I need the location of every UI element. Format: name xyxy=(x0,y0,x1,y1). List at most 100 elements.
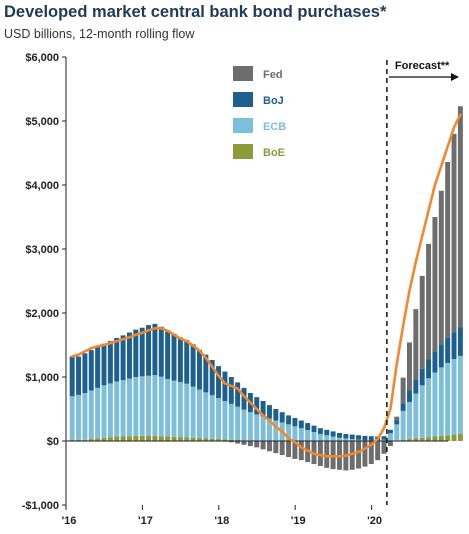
bar-boj xyxy=(438,344,444,368)
y-tick-label: $1,000 xyxy=(25,372,59,384)
bar-boe xyxy=(445,435,451,441)
bar-boe xyxy=(101,437,107,441)
bar-boe xyxy=(216,439,222,441)
forecast-arrow-head xyxy=(451,73,459,81)
bar-boe xyxy=(196,438,202,441)
bar-boe xyxy=(114,436,120,441)
bar-ecb xyxy=(101,385,107,438)
bar-ecb xyxy=(298,428,304,441)
bar-boj xyxy=(273,409,279,421)
legend-label-fed: Fed xyxy=(263,69,283,81)
bar-boj xyxy=(292,417,298,427)
bar-ecb xyxy=(158,376,164,437)
bar-boj xyxy=(126,332,132,379)
bar-boe xyxy=(407,439,412,441)
bar-boe xyxy=(419,437,425,441)
bar-fed xyxy=(407,342,412,391)
bar-boj xyxy=(114,337,120,382)
bar-boe xyxy=(152,435,158,441)
legend-label-boj: BoJ xyxy=(263,95,284,107)
bar-boj xyxy=(413,379,419,394)
bar-boe xyxy=(451,434,457,441)
bar-fed xyxy=(298,441,304,461)
bar-boj xyxy=(139,327,145,377)
legend-swatch-boj xyxy=(233,92,253,107)
bar-ecb xyxy=(165,378,171,437)
bar-boj xyxy=(133,329,139,377)
x-tick-label: '19 xyxy=(291,515,306,527)
forecast-marker: Forecast** xyxy=(386,60,459,505)
bar-ecb xyxy=(254,414,260,441)
bar-boj xyxy=(349,434,355,440)
bar-ecb xyxy=(209,395,215,439)
bar-boj xyxy=(432,351,438,373)
bar-fed xyxy=(400,377,406,404)
bar-ecb xyxy=(317,433,323,441)
bar-fed xyxy=(317,441,323,466)
bar-fed xyxy=(394,416,400,421)
bar-ecb xyxy=(407,401,412,440)
bar-ecb xyxy=(190,386,196,438)
bar-boj xyxy=(356,435,362,440)
bar-boj xyxy=(101,343,107,386)
bar-boe xyxy=(133,435,139,441)
bar-boe xyxy=(426,437,432,441)
bar-boe xyxy=(69,439,75,441)
bar-boj xyxy=(445,337,451,363)
bar-boj xyxy=(120,335,126,381)
bar-boj xyxy=(222,371,228,401)
bar-boj xyxy=(241,387,247,410)
bar-ecb xyxy=(133,377,139,436)
bar-boj xyxy=(82,353,88,393)
bar-fed xyxy=(375,441,381,461)
bar-fed xyxy=(235,441,241,444)
bar-boj xyxy=(324,429,330,436)
bar-boe xyxy=(209,438,215,441)
bar-boj xyxy=(76,356,82,395)
bar-ecb xyxy=(88,390,94,440)
bar-boj xyxy=(260,401,266,417)
x-tick-label: '20 xyxy=(367,515,382,527)
bar-ecb xyxy=(114,381,120,437)
legend-label-boe: BoE xyxy=(263,147,285,159)
bar-ecb xyxy=(82,393,88,440)
bar-fed xyxy=(241,441,247,445)
bar-ecb xyxy=(445,362,451,436)
bar-ecb xyxy=(171,380,177,437)
bar-fed xyxy=(445,161,451,338)
bar-fed xyxy=(426,243,432,360)
bar-ecb xyxy=(343,438,349,441)
bar-fed xyxy=(266,441,272,452)
y-tick-label: $4,000 xyxy=(25,180,59,192)
bar-fed xyxy=(413,309,419,380)
bar-boj xyxy=(203,354,209,393)
bar-ecb xyxy=(394,424,400,441)
bar-fed xyxy=(273,441,279,454)
bar-ecb xyxy=(432,372,438,437)
total-line xyxy=(70,113,462,458)
bar-boj xyxy=(266,405,272,419)
bar-boj xyxy=(298,420,304,429)
bar-ecb xyxy=(311,432,317,441)
bar-ecb xyxy=(349,439,355,441)
bar-boj xyxy=(426,359,432,379)
bar-boj xyxy=(400,403,406,411)
bar-ecb xyxy=(95,387,101,439)
bar-boj xyxy=(451,332,457,360)
bar-boj xyxy=(305,423,311,431)
bar-ecb xyxy=(336,437,342,441)
bar-boj xyxy=(368,436,374,441)
bar-fed xyxy=(368,441,374,465)
bar-boj xyxy=(394,420,400,425)
bar-boj xyxy=(407,390,412,402)
bar-boj xyxy=(362,435,368,441)
bar-ecb xyxy=(305,430,311,441)
bar-ecb xyxy=(426,378,432,438)
x-tick-label: '17 xyxy=(138,515,153,527)
bar-boj xyxy=(286,415,292,425)
bar-boj xyxy=(235,382,241,407)
bar-ecb xyxy=(400,410,406,440)
bar-ecb xyxy=(184,383,190,438)
legend: Fed BoJ ECB BoE xyxy=(233,66,286,159)
bar-boj xyxy=(254,397,260,415)
